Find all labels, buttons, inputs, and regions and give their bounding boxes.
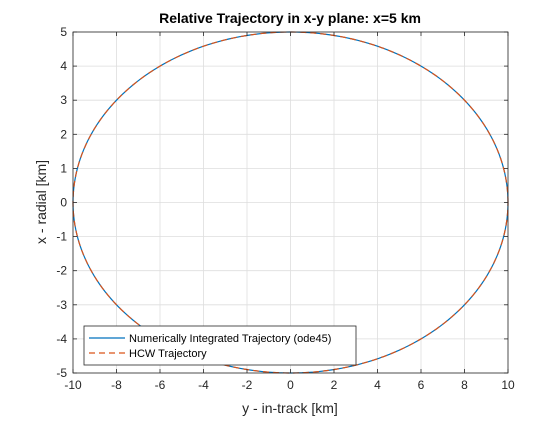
x-tick-label: 10 — [501, 378, 515, 392]
y-tick-label: 1 — [60, 161, 67, 175]
legend: Numerically Integrated Trajectory (ode45… — [84, 326, 356, 365]
y-tick-label: -4 — [56, 332, 67, 346]
y-tick-label: 2 — [60, 127, 67, 141]
y-tick-label: 3 — [60, 93, 67, 107]
y-tick-label: -2 — [56, 264, 67, 278]
x-axis-label: y - in-track [km] — [242, 400, 338, 416]
chart-title: Relative Trajectory in x-y plane: x=5 km — [159, 10, 421, 26]
x-tick-label: -4 — [198, 378, 209, 392]
x-tick-label: 2 — [331, 378, 338, 392]
x-tick-label: -6 — [155, 378, 166, 392]
y-tick-label: -3 — [56, 298, 67, 312]
legend-label-ode45: Numerically Integrated Trajectory (ode45… — [129, 333, 331, 345]
y-tick-label: 0 — [60, 196, 67, 210]
y-axis-label: x - radial [km] — [33, 160, 49, 244]
legend-box — [84, 326, 356, 365]
y-tick-label: -5 — [56, 366, 67, 380]
x-tick-label: 4 — [374, 378, 381, 392]
y-tick-label: -1 — [56, 230, 67, 244]
x-tick-label: 6 — [418, 378, 425, 392]
x-tick-label: 0 — [287, 378, 294, 392]
x-tick-label: -2 — [242, 378, 253, 392]
x-tick-label: -10 — [64, 378, 82, 392]
legend-label-hcw: HCW Trajectory — [129, 348, 207, 360]
x-tick-label: 8 — [461, 378, 468, 392]
x-tick-label: -8 — [111, 378, 122, 392]
y-tick-label: 5 — [60, 25, 67, 39]
y-tick-label: 4 — [60, 59, 67, 73]
